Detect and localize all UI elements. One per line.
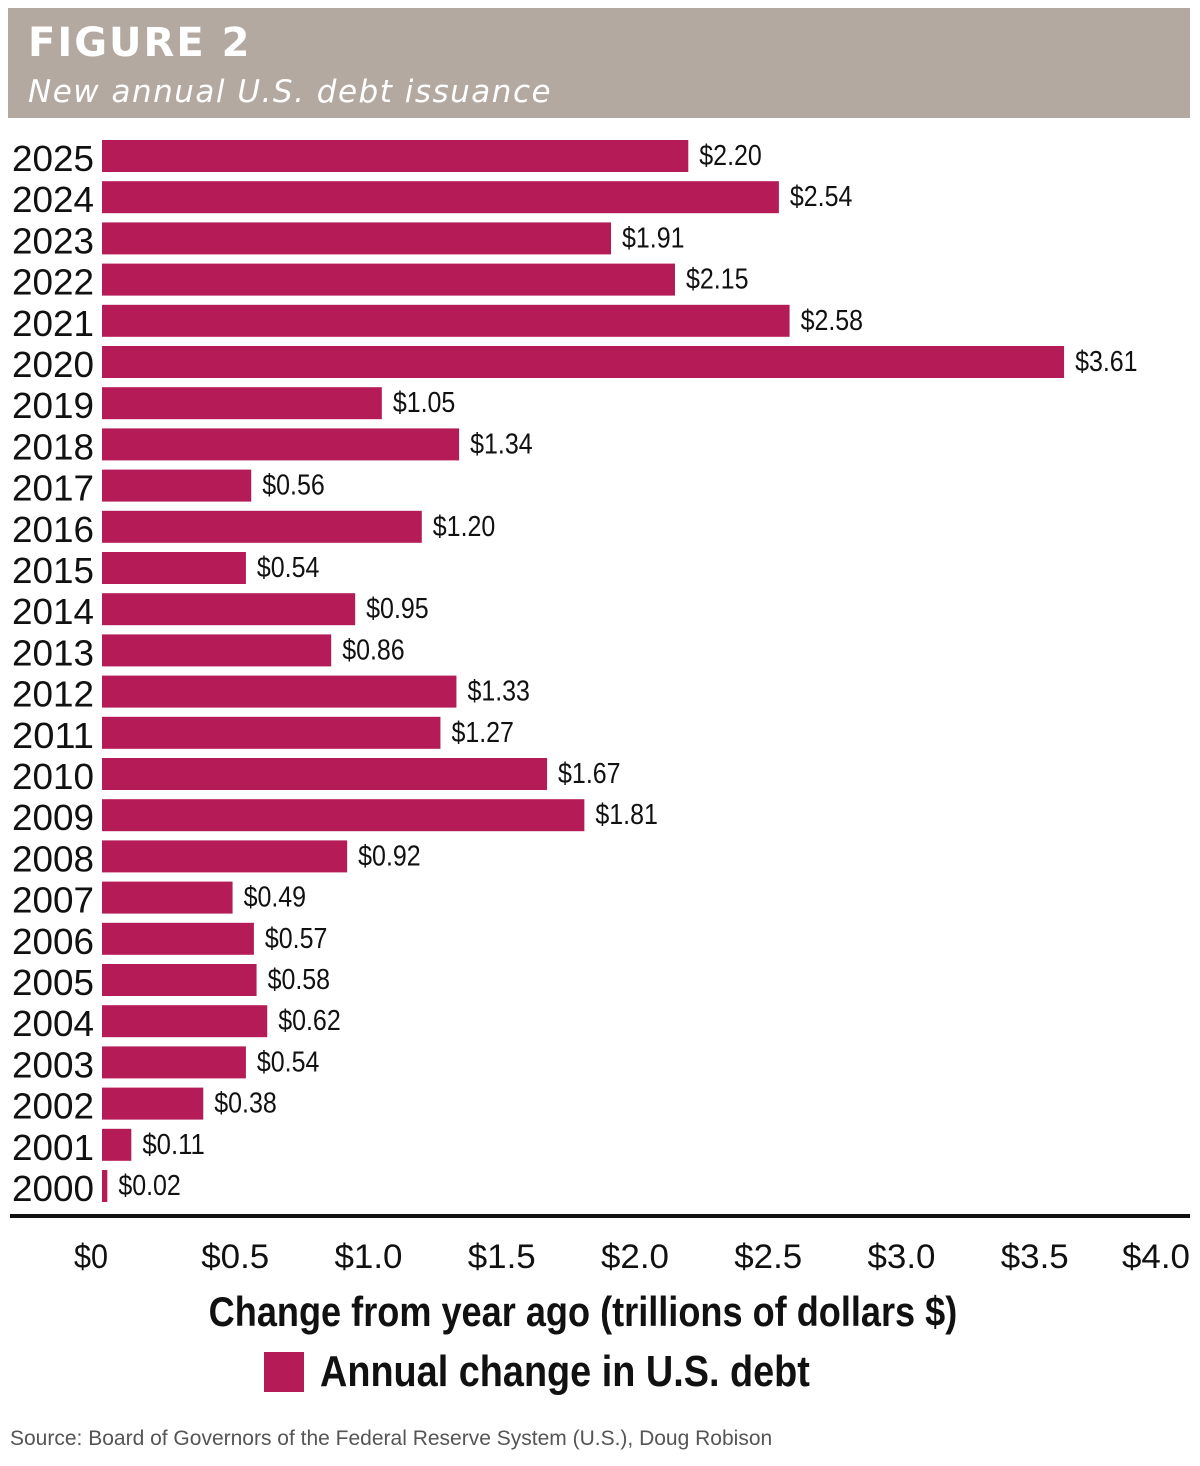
data-label: $2.15 [686,264,749,296]
data-label: $0.62 [278,1005,341,1037]
bar-2021 [102,304,790,337]
legend: Annual change in U.S. debt [264,1342,890,1402]
data-label: $2.20 [699,140,762,172]
y-tick-label: 2002 [12,1086,94,1127]
bar-2007 [102,881,233,914]
y-tick-label: 2011 [12,715,94,756]
bar-2012 [102,675,457,708]
data-label: $1.34 [470,428,533,460]
data-label: $0.95 [366,593,429,625]
data-label: $1.27 [451,717,513,749]
y-tick-label: 2021 [12,303,94,344]
bar-2013 [102,634,332,667]
bar-2025 [102,140,689,172]
bar-2020 [102,346,1065,378]
bar-2000 [102,1170,108,1202]
source-note: Source: Board of Governors of the Federa… [10,1427,773,1450]
bar-2006 [102,922,254,955]
data-label: $0.58 [268,964,331,996]
y-tick-label: 2015 [12,550,94,591]
bar-2009 [102,799,585,832]
x-tick-label: $2.0 [601,1238,669,1276]
y-tick-label: 2019 [12,385,94,426]
figure-number: FIGURE 2 [28,20,252,66]
y-tick-label: 2016 [12,509,94,550]
x-tick-label: $1.5 [468,1238,536,1276]
y-tick-label: 2005 [12,962,94,1003]
bar-2019 [102,387,382,420]
y-tick-label: 2003 [12,1044,94,1085]
bar-2017 [102,469,252,502]
y-tick-label: 2022 [12,262,94,303]
bar-2022 [102,263,675,296]
bar-2023 [102,222,612,255]
data-label: $0.11 [142,1129,205,1161]
y-tick-label: 2009 [12,797,94,838]
bar-2008 [102,840,348,873]
x-tick-label: $0.5 [201,1238,269,1276]
y-tick-label: 2014 [12,591,94,632]
x-tick-label: $3.0 [868,1238,936,1276]
y-tick-label: 2008 [12,838,94,879]
x-tick-label: $4.0 [1122,1238,1190,1276]
y-tick-label: 2024 [12,179,94,220]
data-label: $1.91 [622,222,685,254]
y-tick-label: 2004 [12,1003,94,1044]
data-label: $3.61 [1075,346,1138,378]
x-tick-label: $1.0 [335,1238,403,1276]
bar-2015 [102,552,246,584]
bar-2011 [102,716,441,749]
data-label: $0.54 [257,1046,320,1078]
y-tick-label: 2017 [12,468,94,509]
y-tick-label: 2020 [12,344,94,385]
x-tick-label: $0 [74,1238,108,1276]
y-tick-label: 2000 [12,1168,94,1209]
bar-2002 [102,1087,204,1120]
y-tick-label: 2013 [12,632,94,673]
y-tick-label: 2010 [12,756,94,797]
data-label: $2.58 [801,305,864,337]
y-tick-label: 2012 [12,674,94,715]
x-axis-title: Change from year ago (trillions of dolla… [208,1288,958,1335]
legend-label: Annual change in U.S. debt [320,1347,810,1396]
data-label: $1.81 [595,799,658,831]
legend-swatch [264,1352,304,1392]
data-label: $0.02 [118,1170,181,1202]
data-label: $1.67 [558,758,621,790]
data-label: $0.57 [265,923,328,955]
y-tick-label: 2023 [12,220,94,261]
data-label: $0.86 [342,634,405,666]
bar-2018 [102,428,460,461]
data-label: $1.33 [467,676,530,708]
data-label: $0.38 [214,1088,277,1120]
bar-chart: 2025 $2.20 2024 $2.54 2023 $1.91 2022 $2.15 2021… [10,138,1190,1276]
y-tick-label: 2025 [12,138,94,179]
bar-2001 [102,1128,132,1161]
bar-2024 [102,181,779,214]
data-label: $2.54 [790,181,853,213]
y-tick-label: 2001 [12,1127,94,1168]
data-label: $0.56 [262,470,325,502]
y-tick-label: 2006 [12,921,94,962]
y-tick-label: 2007 [12,880,94,921]
bar-2014 [102,593,356,626]
figure-header: FIGURE 2 New annual U.S. debt issuance [8,8,1190,118]
x-tick-label: $3.5 [1001,1238,1069,1276]
bar-2003 [102,1046,246,1079]
y-tick-label: 2018 [12,426,94,467]
x-tick-label: $2.5 [734,1238,802,1276]
bar-2004 [102,1005,268,1038]
bar-2010 [102,758,548,790]
bar-2016 [102,510,422,543]
data-label: $0.49 [244,882,307,914]
data-label: $0.92 [358,840,421,872]
chart-title: New annual U.S. debt issuance [28,74,553,110]
data-label: $1.20 [433,511,496,543]
bar-2005 [102,964,257,996]
data-label: $0.54 [257,552,320,584]
data-label: $1.05 [393,387,456,419]
